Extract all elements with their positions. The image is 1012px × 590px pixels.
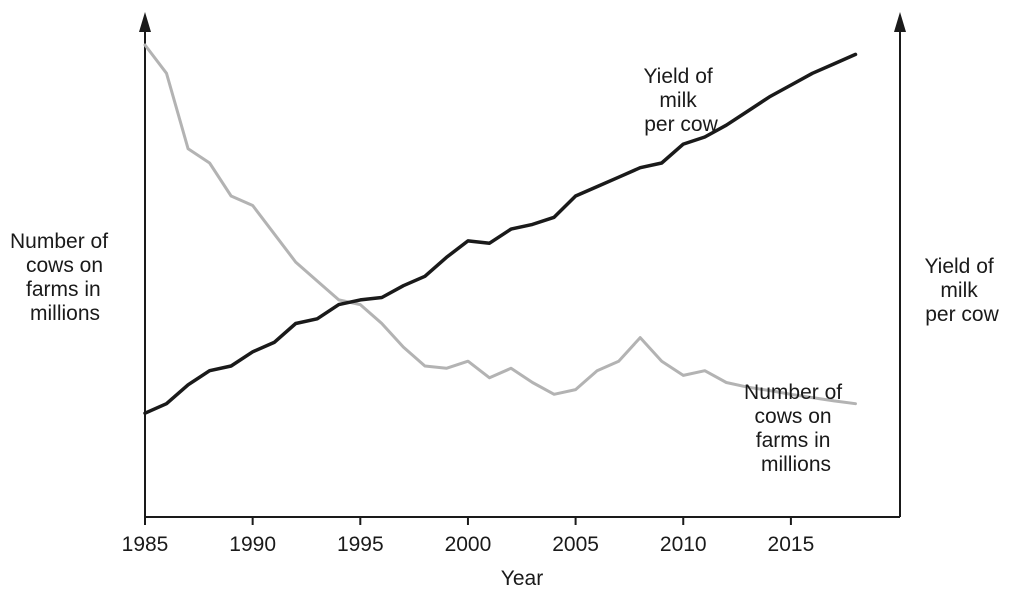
left-y-axis-title-line: Number of (10, 230, 108, 253)
cows-series-annotation: Number of cows on farms in millions (744, 381, 848, 476)
cows-series-annotation-line: Number of (744, 381, 842, 404)
yield-series-annotation-line: milk (659, 89, 697, 112)
yield-series-annotation-line: per cow (644, 113, 718, 136)
x-ticks (144, 517, 792, 525)
x-axis-title: Year (501, 567, 543, 590)
series-lines (143, 43, 858, 415)
right-y-axis-arrow (894, 12, 906, 32)
cows-series-annotation-line: farms in (756, 429, 831, 452)
right-y-axis-title-line: Yield of (924, 255, 993, 278)
left-y-axis-title-line: millions (30, 302, 100, 325)
right-y-axis-title-line: per cow (925, 303, 999, 326)
axes (139, 12, 906, 518)
left-y-axis-title-line: cows on (26, 254, 103, 277)
left-y-axis-arrow (139, 12, 151, 32)
cows-series-annotation-line: cows on (755, 405, 832, 428)
left-y-axis-title: Number of cows on farms in millions (10, 230, 114, 325)
x-tick-labels: 1985 1990 1995 2000 2005 2010 2015 (122, 533, 815, 556)
x-tick-label: 2000 (445, 533, 492, 556)
right-y-axis-title: Yield of milk per cow (924, 255, 999, 326)
left-y-axis-title-line: farms in (26, 278, 101, 301)
cows-series-line (143, 43, 857, 406)
x-tick-label: 2010 (660, 533, 707, 556)
yield-series-line (143, 52, 858, 415)
x-tick-label: 2005 (552, 533, 599, 556)
right-y-axis-title-line: milk (940, 279, 978, 302)
x-tick-label: 2015 (768, 533, 815, 556)
cows-series-annotation-line: millions (761, 453, 831, 476)
yield-series-annotation-line: Yield of (643, 65, 712, 88)
x-tick-label: 1990 (229, 533, 276, 556)
yield-series-annotation: Yield of milk per cow (643, 65, 718, 136)
x-tick-label: 1995 (337, 533, 384, 556)
x-tick-label: 1985 (122, 533, 169, 556)
